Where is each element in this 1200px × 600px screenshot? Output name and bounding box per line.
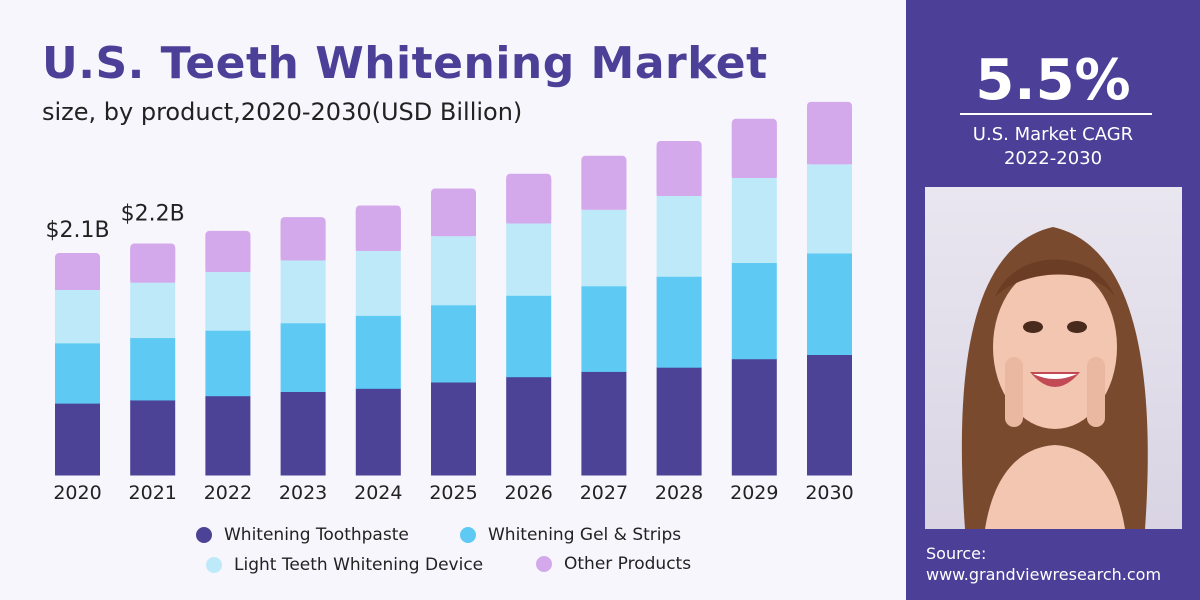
legend-label: Light Teeth Whitening Device bbox=[234, 555, 484, 575]
bar-segment-2028-0 bbox=[656, 367, 702, 476]
data-label: $2.2B bbox=[121, 202, 185, 227]
bar-segment-2020-0 bbox=[55, 403, 100, 476]
bar-segment-2024-1 bbox=[355, 315, 401, 389]
bar-segment-2022-0 bbox=[205, 395, 251, 476]
bar-segment-fill bbox=[280, 222, 326, 261]
x-tick-label: 2024 bbox=[354, 482, 402, 504]
bar-segment-2022-2 bbox=[205, 272, 251, 331]
bar-segment-fill bbox=[431, 193, 476, 237]
x-tick-label: 2027 bbox=[580, 482, 628, 504]
bar-segment-2030-0 bbox=[807, 354, 852, 476]
source-url[interactable]: www.grandviewresearch.com bbox=[926, 565, 1162, 584]
x-tick-label: 2021 bbox=[129, 482, 177, 504]
cagr-value: 5.5% bbox=[975, 48, 1131, 113]
legend-item-other: Other Products bbox=[536, 554, 691, 574]
bar-segment-2026-2 bbox=[506, 223, 552, 296]
bar-segment-fill bbox=[355, 210, 401, 251]
bar-segment-2026-0 bbox=[506, 376, 552, 476]
x-tick-label: 2030 bbox=[805, 482, 853, 504]
bar-segment-2024-0 bbox=[355, 388, 401, 476]
bar-segment-fill bbox=[581, 160, 627, 210]
bar-segment-2030-2 bbox=[807, 164, 852, 254]
bar-segment-2028-1 bbox=[656, 276, 702, 368]
x-tick-label: 2026 bbox=[505, 482, 553, 504]
legend-label: Other Products bbox=[564, 554, 692, 574]
bar-segment-2026-1 bbox=[506, 295, 552, 378]
bar-segment-2024-2 bbox=[355, 250, 401, 316]
chart-title: U.S. Teeth Whitening Market bbox=[42, 38, 768, 89]
bar-segment-2023-0 bbox=[280, 391, 326, 476]
legend-item-device: Light Teeth Whitening Device bbox=[206, 555, 483, 575]
bar-segment-fill bbox=[506, 178, 552, 224]
legend-label: Whitening Toothpaste bbox=[224, 525, 409, 545]
legend-item-toothpaste: Whitening Toothpaste bbox=[196, 525, 409, 545]
bar-segment-2025-1 bbox=[431, 304, 476, 383]
bar-segment-2029-0 bbox=[731, 358, 777, 476]
bar-segment-2021-1 bbox=[130, 337, 176, 401]
bar-segment-fill bbox=[807, 106, 852, 165]
legend-dot bbox=[196, 527, 212, 543]
smiling-woman-photo bbox=[925, 187, 1182, 529]
bar-segment-2021-2 bbox=[130, 282, 176, 339]
legend-dot bbox=[536, 556, 552, 572]
bar-segment-2027-0 bbox=[581, 371, 627, 476]
bar-segment-fill bbox=[656, 145, 702, 196]
legend-dot bbox=[460, 527, 476, 543]
bar-segment-2027-2 bbox=[581, 209, 627, 287]
divider bbox=[960, 113, 1152, 115]
bar-segment-2029-2 bbox=[731, 177, 777, 264]
bar-segment-2023-2 bbox=[280, 260, 326, 324]
bar-segment-2025-2 bbox=[431, 236, 476, 306]
bar-segment-2028-2 bbox=[656, 195, 702, 277]
bar-segment-fill bbox=[205, 235, 251, 273]
bar-segment-fill bbox=[731, 123, 777, 178]
bar-segment-2030-1 bbox=[807, 253, 852, 356]
cagr-period: 2022-2030 bbox=[1003, 148, 1103, 169]
x-tick-label: 2020 bbox=[53, 482, 101, 504]
bar-segment-2023-1 bbox=[280, 322, 326, 392]
bar-segment-2027-1 bbox=[581, 285, 627, 372]
bar-segment-2029-1 bbox=[731, 262, 777, 360]
bar-segment-2021-0 bbox=[130, 399, 176, 476]
x-tick-label: 2023 bbox=[279, 482, 327, 504]
bar-segment-fill bbox=[55, 258, 100, 291]
x-tick-label: 2028 bbox=[655, 482, 703, 504]
data-label: $2.1B bbox=[45, 218, 109, 243]
x-tick-label: 2025 bbox=[429, 482, 477, 504]
legend-item-gel: Whitening Gel & Strips bbox=[460, 525, 681, 545]
chart-subtitle: size, by product,2020-2030(USD Billion) bbox=[42, 98, 523, 126]
cagr-label: U.S. Market CAGR bbox=[972, 124, 1134, 145]
bar-segment-2025-0 bbox=[431, 381, 476, 476]
legend-label: Whitening Gel & Strips bbox=[488, 525, 682, 545]
bar-segment-2020-1 bbox=[55, 342, 100, 404]
bar-segment-2022-1 bbox=[205, 330, 251, 397]
bar-segment-fill bbox=[130, 248, 176, 283]
x-tick-label: 2022 bbox=[204, 482, 252, 504]
legend-dot bbox=[206, 557, 222, 573]
side-panel: 5.5% U.S. Market CAGR 2022-2030 Source: … bbox=[906, 0, 1200, 600]
stacked-bar-chart: 2020 $2.1B 2021 $2.2B 2022 2023 2024 2025 2026 20… bbox=[45, 101, 854, 504]
x-tick-label: 2029 bbox=[730, 482, 778, 504]
bar-segment-2020-2 bbox=[55, 290, 100, 344]
source-label: Source: bbox=[926, 544, 987, 563]
